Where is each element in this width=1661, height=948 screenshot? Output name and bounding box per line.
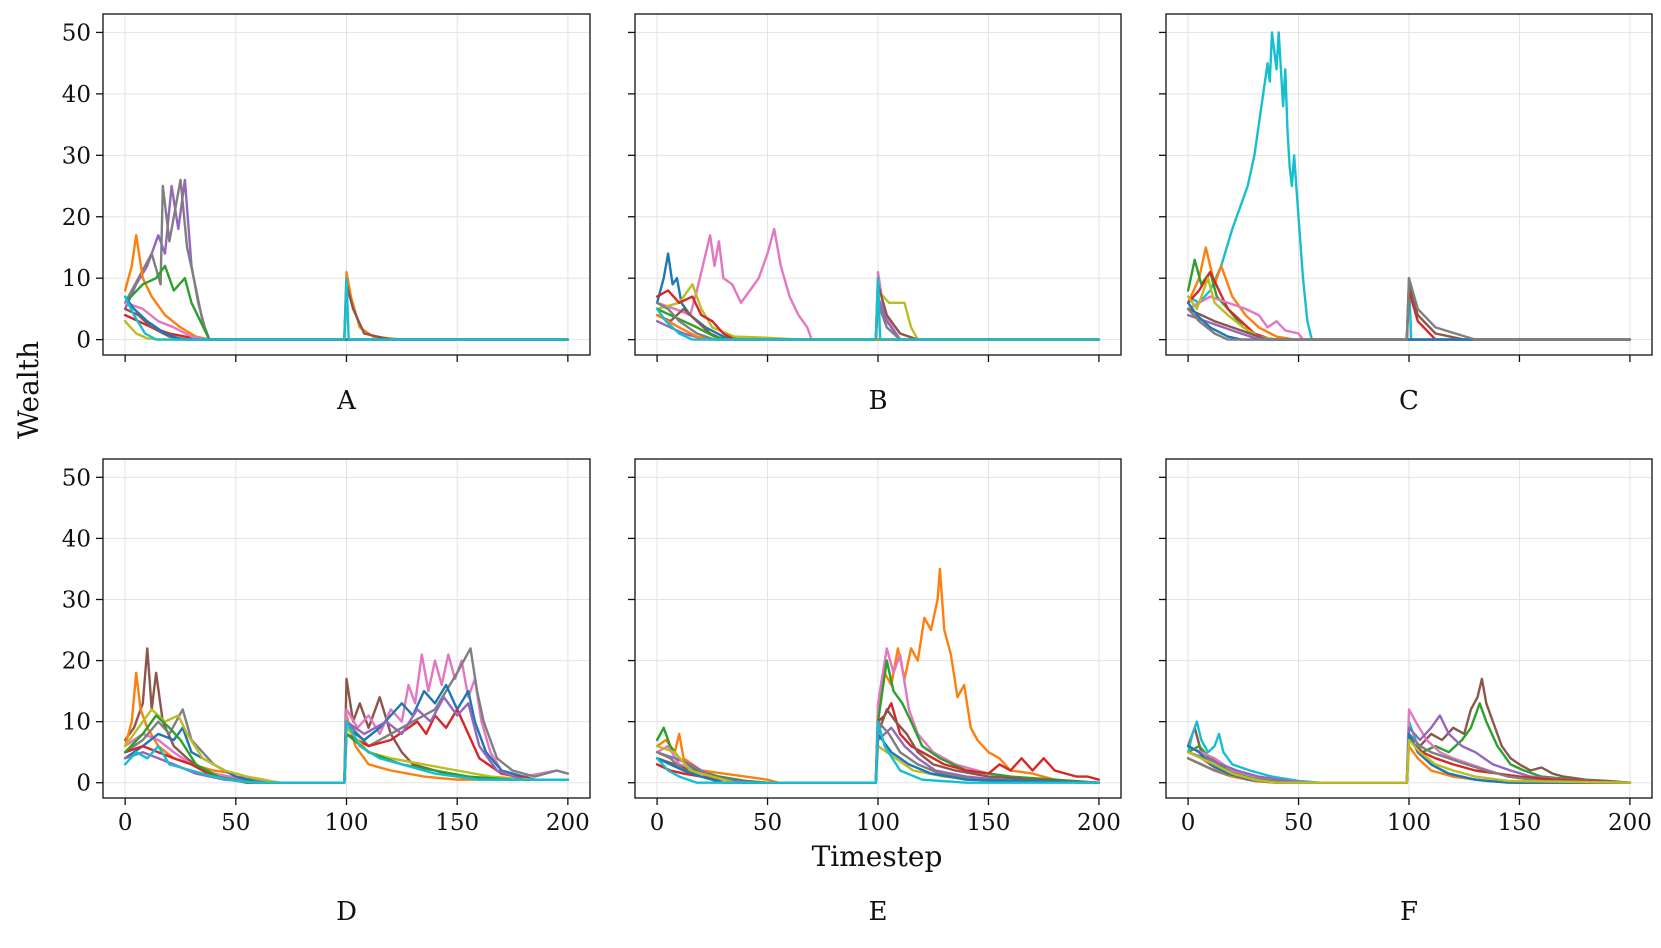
- y-tick-label: 40: [62, 82, 91, 108]
- y-axis-label: Wealth: [12, 341, 45, 439]
- series-line-5: [1186, 714, 1632, 784]
- panel-f: 0 50 100 150 200 F: [1159, 458, 1653, 927]
- series-line-3: [123, 653, 570, 784]
- x-tick-label: 100: [1387, 810, 1431, 836]
- panel-label: D: [336, 897, 357, 927]
- series-line-10: [123, 277, 570, 341]
- series-line-10: [655, 720, 1101, 784]
- x-tick-label: 0: [118, 810, 133, 836]
- series-line-5: [1186, 295, 1632, 341]
- x-tick-label: 150: [967, 810, 1011, 836]
- y-tick-label: 50: [62, 465, 91, 491]
- series-line-1: [1186, 31, 1632, 341]
- series-group: [123, 647, 570, 784]
- x-tick-label: 200: [1608, 810, 1652, 836]
- series-line-10: [123, 720, 570, 784]
- series-line-7: [1186, 732, 1632, 784]
- panel-label: B: [868, 386, 887, 416]
- x-tick-label: 50: [221, 810, 250, 836]
- y-tick-label: 20: [62, 649, 91, 675]
- panel-label: A: [336, 386, 357, 416]
- y-tick-label: 50: [62, 20, 91, 46]
- series-group: [1186, 31, 1632, 341]
- series-group: [655, 227, 1101, 341]
- x-tick-label: 150: [435, 810, 479, 836]
- x-tick-label: 200: [1077, 810, 1121, 836]
- series-line-2: [123, 178, 570, 341]
- x-tick-label: 50: [1284, 810, 1313, 836]
- series-line-6: [123, 708, 570, 784]
- series-line-10: [655, 277, 1101, 341]
- x-tick-label: 150: [1498, 810, 1542, 836]
- panel-label: F: [1400, 897, 1418, 927]
- panel-label: E: [869, 897, 888, 927]
- x-tick-label: 50: [753, 810, 782, 836]
- y-tick-label: 10: [62, 710, 91, 736]
- series-line-10: [1186, 277, 1632, 341]
- series-line-4: [123, 264, 570, 341]
- series-line-4: [123, 647, 570, 784]
- y-tick-label: 30: [62, 143, 91, 169]
- y-tick-label: 10: [62, 266, 91, 292]
- panels-group: 0 10 20 30 40 50 A B C 0 50 100 150 200 0 10 20 30 40 50 D 0 5…: [62, 13, 1653, 927]
- panel-d: 0 50 100 150 200 0 10 20 30 40 50 D: [62, 458, 591, 927]
- x-tick-label: 200: [546, 810, 590, 836]
- panel-c: C: [1159, 13, 1653, 416]
- series-group: [1186, 677, 1632, 784]
- x-tick-label: 100: [856, 810, 900, 836]
- panel-e: 0 50 100 150 200 E: [628, 458, 1122, 927]
- series-line-10: [1186, 738, 1632, 784]
- y-tick-label: 20: [62, 205, 91, 231]
- x-tick-label: 0: [650, 810, 665, 836]
- x-axis-label: Timestep: [812, 840, 943, 873]
- series-group: [123, 178, 570, 341]
- y-tick-label: 0: [76, 328, 91, 354]
- panel-b: B: [628, 13, 1122, 416]
- x-tick-label: 0: [1181, 810, 1196, 836]
- y-tick-label: 30: [62, 587, 91, 613]
- x-tick-label: 100: [325, 810, 369, 836]
- series-line-4: [655, 289, 1101, 341]
- panel-a: 0 10 20 30 40 50 A: [62, 13, 591, 416]
- series-line-2: [1186, 246, 1632, 341]
- y-tick-label: 40: [62, 526, 91, 552]
- y-tick-label: 0: [76, 771, 91, 797]
- panel-label: C: [1399, 386, 1419, 416]
- series-group: [655, 567, 1101, 784]
